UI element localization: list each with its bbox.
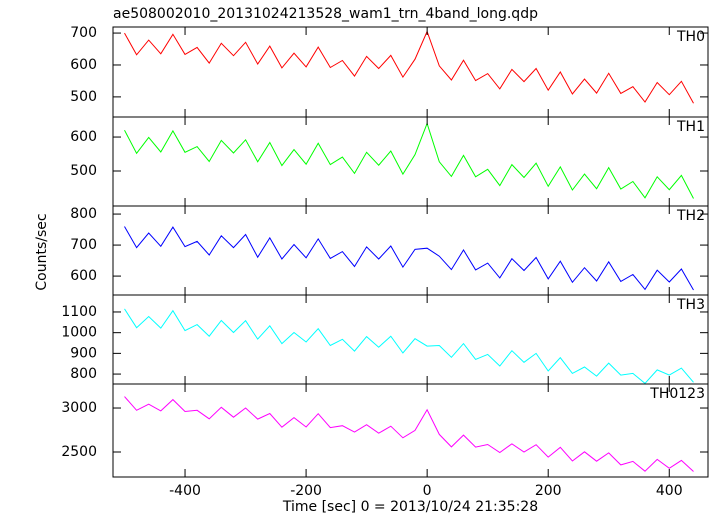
x-tick-label: 0 (423, 483, 432, 499)
series-label: TH3 (676, 297, 705, 313)
series-label: TH0123 (649, 386, 705, 402)
panel-frame (112, 383, 709, 478)
y-tick-label: 800 (70, 366, 97, 382)
y-tick-label: 500 (70, 89, 97, 105)
y-tick-label: 900 (70, 345, 97, 361)
x-tick-label: -400 (169, 483, 201, 499)
panel-frame (112, 26, 709, 118)
y-tick-label: 1100 (61, 304, 97, 320)
x-tick-label: -200 (290, 483, 322, 499)
data-line (124, 226, 694, 291)
y-tick-label: 600 (70, 57, 97, 73)
y-tick-label: 2500 (61, 444, 97, 460)
x-tick-label: 200 (535, 483, 562, 499)
x-axis-label: Time [sec] 0 = 2013/10/24 21:35:28 (282, 499, 538, 515)
y-tick-label: 700 (70, 25, 97, 41)
y-tick-label: 700 (70, 237, 97, 253)
panel-frame (112, 205, 709, 296)
y-tick-label: 3000 (61, 400, 97, 416)
y-tick-label: 1000 (61, 325, 97, 341)
y-axis-label: Counts/sec (34, 213, 50, 290)
y-tick-label: 600 (70, 268, 97, 284)
x-tick-label: 400 (656, 483, 683, 499)
y-tick-label: 500 (70, 163, 97, 179)
data-line (124, 308, 694, 385)
data-line (124, 30, 694, 104)
y-tick-label: 600 (70, 129, 97, 145)
series-label: TH1 (676, 119, 705, 135)
series-label: TH2 (676, 208, 705, 224)
y-tick-label: 800 (70, 206, 97, 222)
chart-title: ae508002010_20131024213528_wam1_trn_4ban… (113, 6, 538, 22)
series-label: TH0 (676, 29, 705, 45)
panel-frame (112, 294, 709, 385)
data-line (124, 121, 694, 199)
data-line (124, 396, 694, 472)
